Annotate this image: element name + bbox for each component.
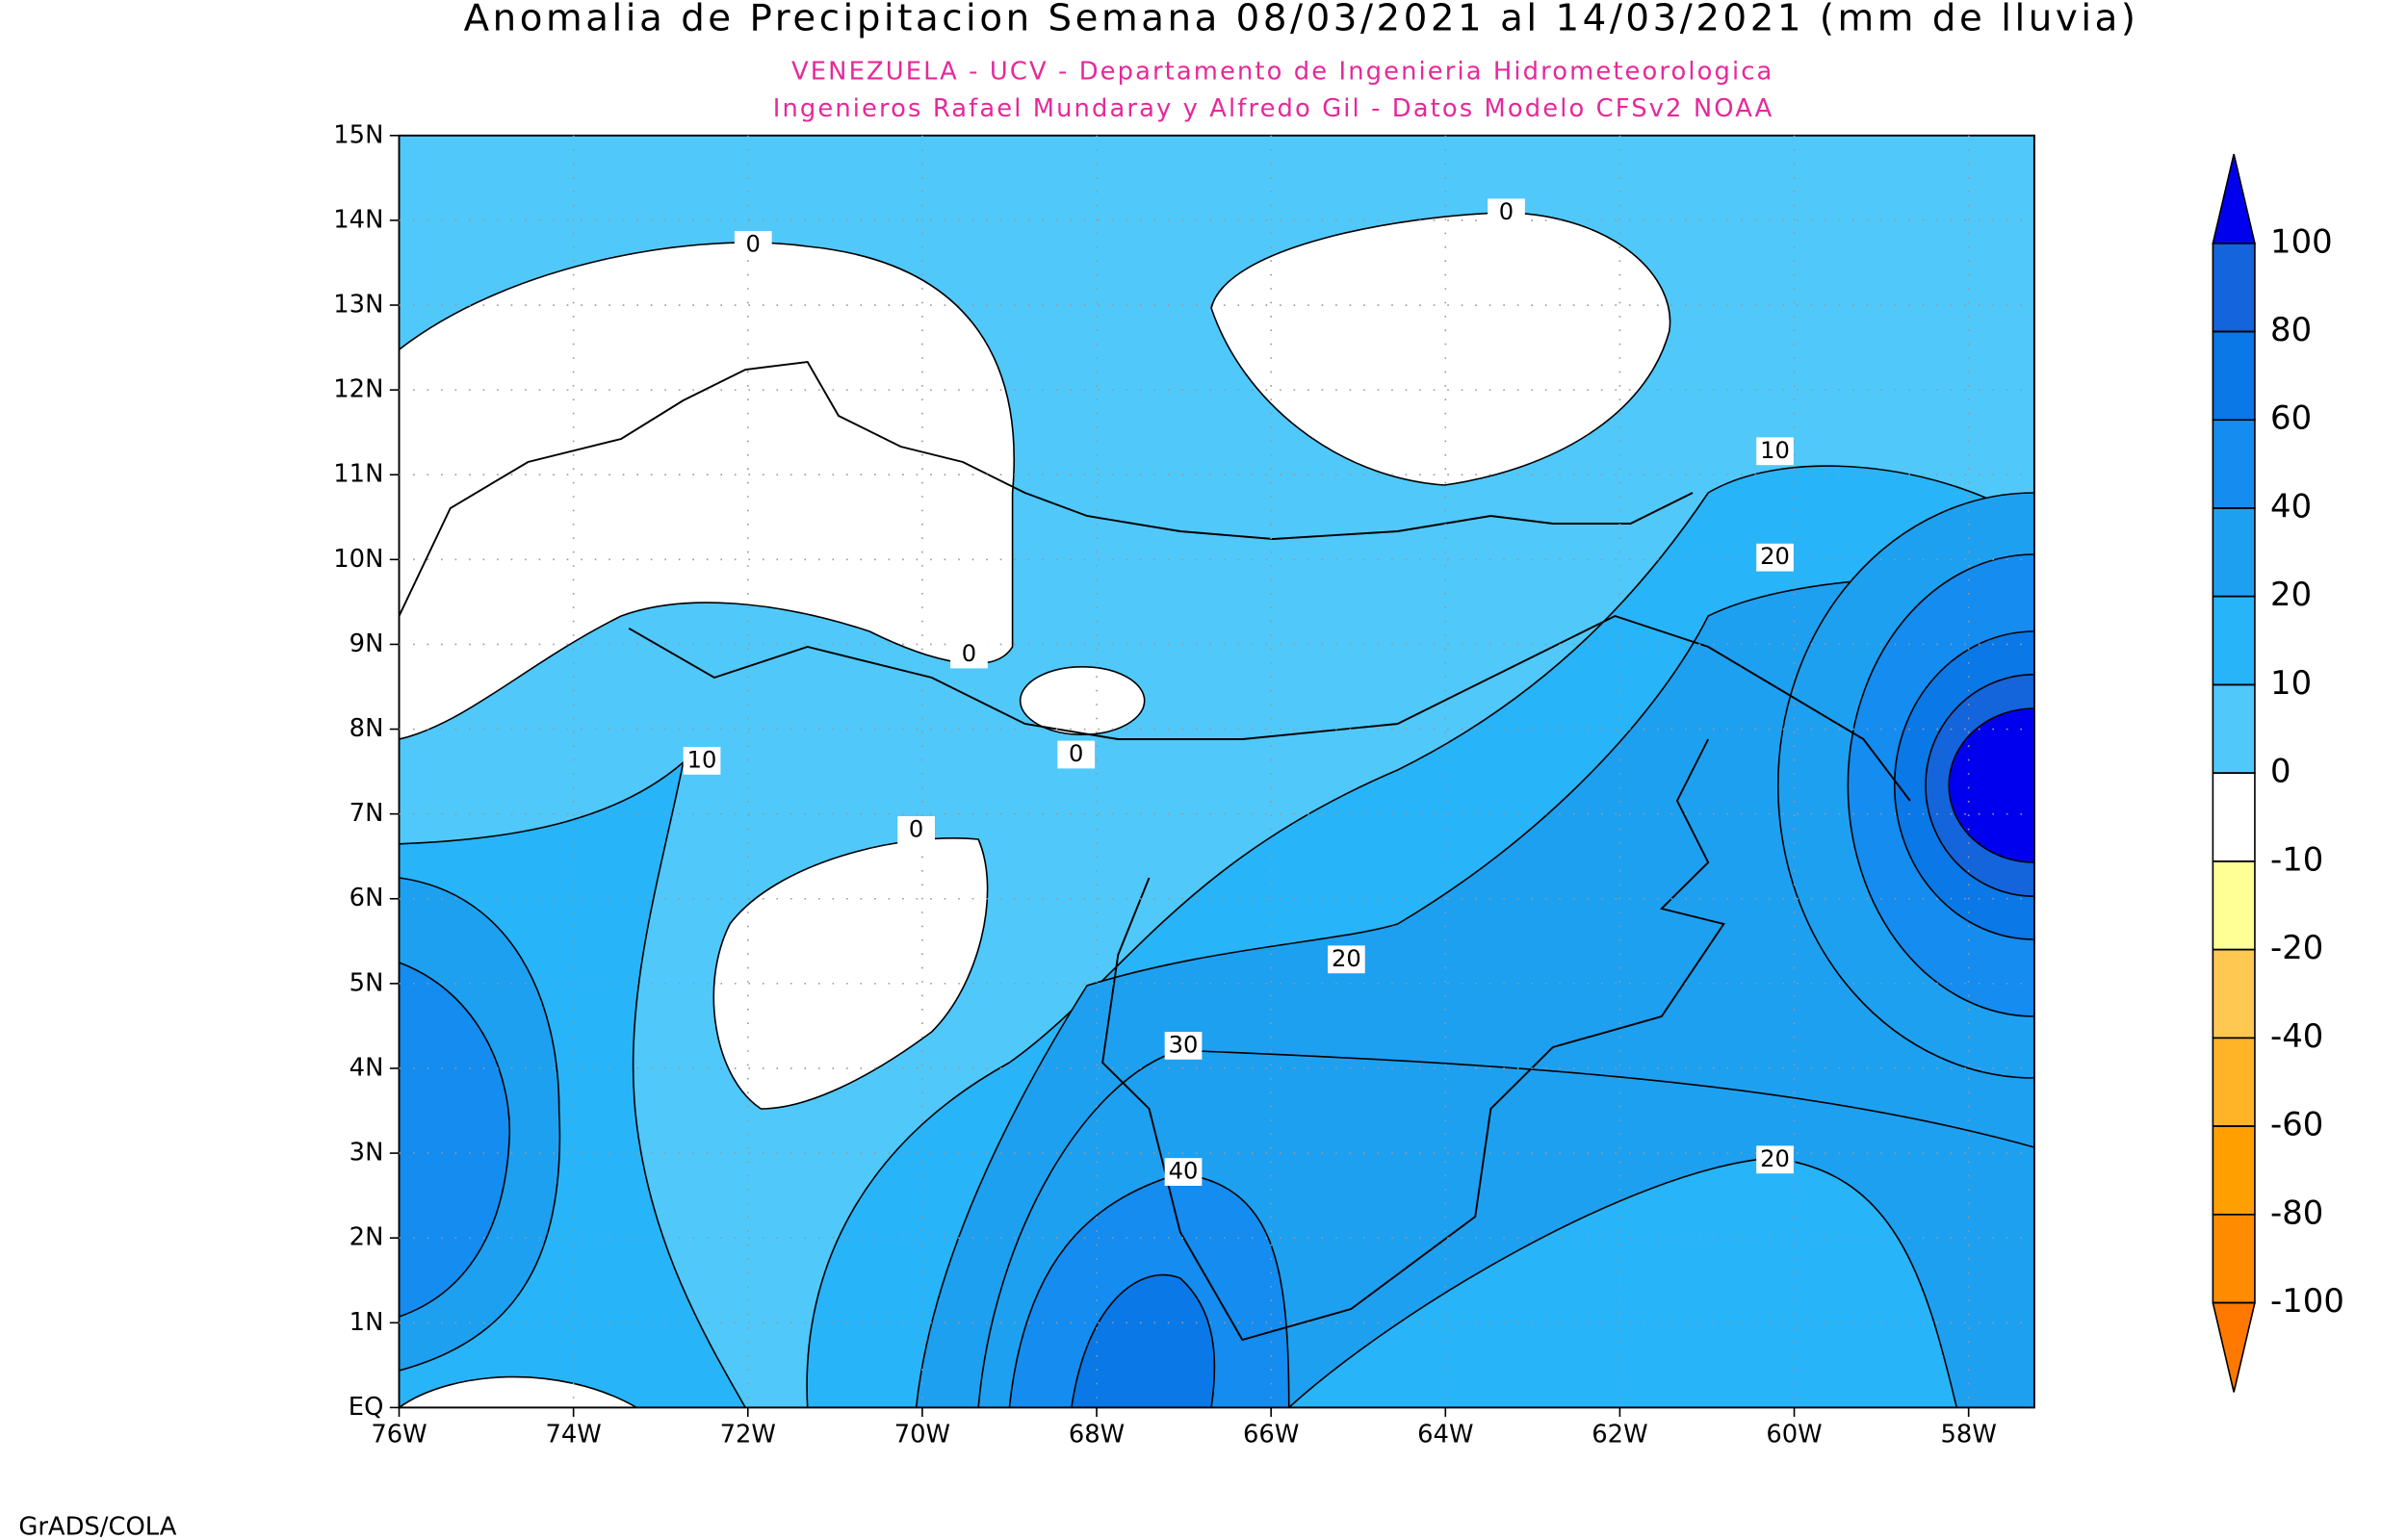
lat-label: 3N	[349, 1139, 384, 1168]
lat-label: 9N	[349, 629, 384, 658]
contour-label-bg	[1164, 1032, 1203, 1060]
field-over-100	[1948, 707, 2034, 863]
coastline	[399, 360, 1911, 1342]
contour-label-bg	[950, 640, 988, 669]
field-neg	[1210, 211, 1671, 486]
subtitle: Ingenieros Rafael Mundaray y Alfredo Gil…	[773, 94, 1774, 123]
footer: GrADS/COLA	[18, 1513, 176, 1540]
lat-label: 7N	[349, 799, 384, 828]
contour-label-bg	[734, 231, 772, 259]
contour-30	[977, 1049, 2034, 1408]
colorbar-label: -40	[2270, 1017, 2323, 1055]
lat-label: 5N	[349, 968, 384, 997]
colorbar-bin	[2212, 1125, 2256, 1216]
lat-label: 8N	[349, 714, 384, 743]
lon-label: 74W	[545, 1421, 601, 1450]
field-10-20	[1287, 1157, 1958, 1408]
plot-frame	[398, 134, 2035, 1409]
lat-label: 12N	[333, 375, 383, 404]
colorbar-bin	[2212, 860, 2256, 951]
lat-label: 1N	[349, 1308, 384, 1337]
contour-label: 20	[1760, 543, 1790, 570]
lon-label: 70W	[894, 1421, 950, 1450]
contour-label: 0	[1069, 740, 1083, 767]
colorbar-bin	[2212, 683, 2256, 774]
colorbar-label: 40	[2270, 488, 2312, 526]
lon-label: 66W	[1243, 1421, 1299, 1450]
contour-label-bg	[1756, 437, 1794, 466]
contour-label-bg	[683, 747, 721, 775]
contour-label: 10	[1760, 437, 1790, 464]
colorbar-label: -80	[2270, 1194, 2323, 1231]
colorbar-cap	[2212, 1301, 2256, 1393]
contour-label: 0	[962, 640, 976, 667]
lat-label: 13N	[333, 291, 383, 320]
colorbar-label: -10	[2270, 840, 2323, 878]
field-neg	[399, 242, 1015, 740]
lon-label: 64W	[1417, 1421, 1473, 1450]
lat-label: 11N	[333, 460, 383, 489]
field-neg	[399, 1375, 638, 1408]
field-neg	[712, 837, 989, 1110]
lon-label: 68W	[1069, 1421, 1125, 1450]
contour-label: 0	[909, 815, 923, 842]
contour-label-bg	[1164, 1158, 1203, 1186]
lat-label: EQ	[349, 1393, 384, 1422]
colorbar-label: -100	[2270, 1282, 2344, 1320]
colorbar-label: -60	[2270, 1106, 2323, 1143]
contour-label: 10	[687, 746, 717, 773]
field-40-60	[399, 962, 511, 1318]
field-neg	[1019, 666, 1146, 735]
colorbar-cap	[2212, 153, 2256, 244]
subtitle: VENEZUELA - UCV - Departamento de Ingeni…	[791, 58, 1773, 87]
colorbar-bin	[2212, 419, 2256, 509]
lat-label: 14N	[333, 205, 383, 234]
contour-label-bg	[1057, 740, 1096, 769]
colorbar-label: 10	[2270, 664, 2312, 702]
colorbar-label: 80	[2270, 311, 2312, 348]
lon-label: 76W	[371, 1421, 427, 1450]
lat-label: 4N	[349, 1054, 384, 1083]
colorbar-label: -20	[2270, 929, 2323, 966]
colorbar-bin	[2212, 1214, 2256, 1304]
contour-label: 40	[1169, 1158, 1199, 1185]
contour-label-bg	[1328, 945, 1365, 974]
lat-label: 2N	[349, 1223, 384, 1252]
lon-label: 58W	[1941, 1421, 1997, 1450]
colorbar-bin	[2212, 1037, 2256, 1127]
contour-label-bg	[1756, 543, 1794, 572]
contour-label: 0	[746, 230, 761, 257]
lat-label: 15N	[333, 120, 383, 149]
lat-label: 10N	[333, 545, 383, 574]
colorbar-bin	[2212, 948, 2256, 1040]
contour-label: 20	[1760, 1145, 1790, 1172]
contour-label: 0	[1499, 198, 1514, 225]
contour-label-bg	[1756, 1145, 1794, 1174]
lon-label: 72W	[720, 1421, 776, 1450]
field-60-80	[1071, 1273, 1216, 1408]
colorbar-label: 20	[2270, 576, 2312, 613]
colorbar-bin	[2212, 772, 2256, 862]
colorbar-label: 60	[2270, 399, 2312, 437]
title: Anomalia de Precipitacion Semana 08/03/2…	[464, 0, 2139, 39]
map-fields	[399, 135, 2034, 1408]
colorbar-bin	[2212, 330, 2256, 422]
colorbar-label: 0	[2270, 753, 2291, 790]
lon-label: 62W	[1592, 1421, 1647, 1450]
lon-label: 60W	[1766, 1421, 1822, 1450]
colorbar-bin	[2212, 595, 2256, 686]
colorbar-label: 100	[2270, 222, 2333, 260]
contour-label-bg	[1488, 198, 1525, 227]
contour-label-bg	[897, 816, 935, 844]
contour-label: 20	[1332, 945, 1361, 972]
colorbar-bin	[2212, 243, 2256, 333]
contour-label: 30	[1169, 1031, 1199, 1058]
colorbar-bin	[2212, 507, 2256, 598]
lat-label: 6N	[349, 884, 384, 912]
